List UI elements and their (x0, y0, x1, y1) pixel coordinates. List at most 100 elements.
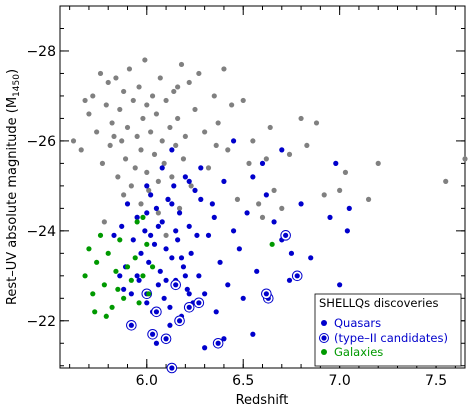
galaxy-point (101, 282, 107, 288)
quasar-point (244, 210, 250, 216)
galaxy-point (149, 264, 156, 270)
quasar-point (344, 228, 350, 234)
known-quasar-point (211, 93, 217, 99)
galaxy-point (140, 273, 146, 279)
quasar-point (192, 187, 198, 193)
quasar-point (211, 214, 217, 220)
galaxy-point (121, 295, 127, 301)
known-quasar-point (342, 169, 349, 175)
quasar-point (161, 295, 167, 301)
quasar-point (194, 232, 200, 238)
known-quasar-point (234, 196, 241, 202)
quasar-point (173, 228, 179, 234)
type2-candidate-point (169, 365, 175, 371)
known-quasar-point (337, 187, 343, 193)
known-quasar-point (136, 84, 142, 90)
known-quasar-point (121, 88, 127, 95)
quasar-point (250, 174, 256, 180)
known-quasar-point (365, 196, 372, 202)
data-points (70, 57, 468, 374)
known-quasar-point (180, 156, 187, 162)
quasar-point (202, 291, 208, 297)
known-quasar-point (240, 97, 246, 104)
known-quasar-point (163, 97, 169, 104)
y-tick-label: −22 (26, 314, 56, 330)
quasar-point (148, 192, 154, 198)
known-quasar-point (271, 187, 277, 193)
known-quasar-point (286, 151, 293, 157)
quasar-point (178, 255, 185, 261)
known-quasar-point (157, 75, 163, 81)
type2-candidate-point (283, 232, 289, 238)
known-quasar-point (70, 138, 77, 144)
y-axis-title-close: ) (5, 69, 20, 74)
quasar-point (198, 196, 204, 202)
known-quasar-point (103, 102, 109, 108)
quasar-point (196, 273, 202, 279)
known-quasar-point (138, 147, 144, 153)
quasar-point (148, 232, 154, 238)
quasar-point (186, 223, 192, 229)
quasar-point (175, 237, 181, 243)
quasar-point (240, 295, 246, 301)
type2-candidate-point (153, 309, 160, 315)
quasar-point (169, 255, 175, 261)
known-quasar-point (130, 97, 136, 104)
galaxy-point (144, 241, 150, 247)
quasar-point (209, 201, 215, 207)
quasar-point (171, 183, 177, 189)
quasar-point (286, 277, 293, 283)
known-quasar-point (138, 201, 144, 207)
galaxy-point (269, 241, 275, 247)
known-quasar-point (122, 156, 129, 162)
known-quasar-point (304, 142, 310, 149)
known-quasar-point (375, 160, 381, 166)
quasar-point (153, 205, 160, 211)
quasar-point (259, 160, 266, 166)
known-quasar-point (144, 102, 150, 108)
known-quasar-point (107, 142, 113, 149)
quasar-point (134, 214, 140, 220)
known-quasar-point (250, 138, 256, 144)
known-quasar-point (99, 160, 106, 166)
known-quasar-point (225, 147, 231, 153)
known-quasar-point (111, 133, 117, 140)
type2-candidate-point (186, 304, 192, 310)
quasar-point (225, 282, 231, 288)
known-quasar-point (161, 160, 167, 166)
quasar-point (279, 147, 285, 153)
known-quasar-point (121, 192, 127, 198)
quasar-point (263, 192, 269, 198)
galaxy-point (124, 264, 131, 270)
type2-candidate-point (128, 322, 134, 328)
quasar-point (230, 228, 237, 234)
legend-box (314, 293, 462, 367)
x-tick-label: 7.5 (425, 373, 447, 389)
quasar-point (230, 138, 237, 144)
known-quasar-point (279, 205, 285, 211)
galaxy-point (140, 214, 146, 220)
quasar-point (128, 291, 134, 297)
known-quasar-point (196, 70, 202, 77)
y-tick-label: −24 (26, 224, 56, 240)
known-quasar-point (173, 142, 179, 149)
quasar-point (159, 219, 165, 225)
quasar-point (155, 223, 161, 229)
galaxy-point (113, 268, 119, 274)
quasar-point (138, 250, 144, 256)
quasar-point (144, 300, 150, 306)
type2-candidate-point (176, 318, 183, 324)
y-axis-title-main: Rest–UV absolute magnitude (M (5, 97, 20, 305)
type2-candidate-point (163, 336, 169, 342)
known-quasar-point (205, 165, 212, 171)
quasar-point (205, 232, 212, 238)
galaxy-point (117, 237, 123, 243)
known-quasar-point (267, 124, 273, 131)
known-quasar-point (128, 183, 134, 189)
known-quasar-point (90, 93, 96, 99)
quasar-point (130, 237, 136, 243)
y-axis-title: Rest–UV absolute magnitude (M1450) (5, 69, 22, 305)
quasar-point (217, 259, 223, 265)
known-quasar-point (246, 160, 252, 166)
